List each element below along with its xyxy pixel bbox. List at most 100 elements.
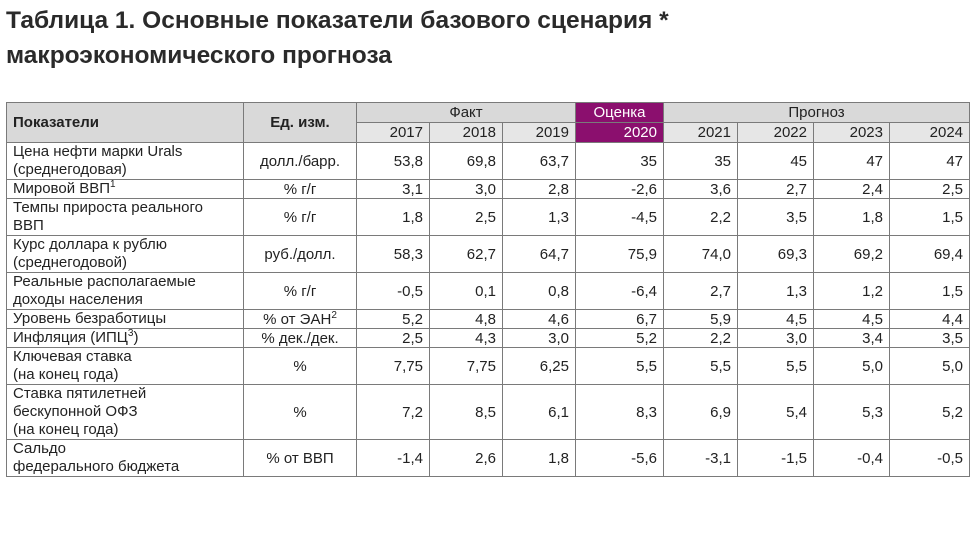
value-cell: -6,4: [575, 272, 664, 310]
indicator-header: Показатели: [6, 102, 244, 143]
value-cell: 47: [813, 142, 890, 180]
value-cell: -4,5: [575, 198, 664, 236]
indicator-line: Цена нефти марки Urals: [13, 143, 183, 161]
indicator-line: Курс доллара к рублю: [13, 236, 168, 254]
indicator-cell: Мировой ВВП1: [6, 179, 244, 199]
indicator-line: ВВП: [13, 217, 44, 234]
value-cell: 3,0: [502, 328, 576, 348]
indicator-line: Ключевая ставка: [13, 348, 132, 366]
unit-cell: долл./барр.: [243, 142, 357, 180]
value-cell: 5,5: [737, 347, 814, 385]
value-cell: 0,8: [502, 272, 576, 310]
unit-cell: руб./долл.: [243, 235, 357, 273]
footnote-mark: 1: [110, 179, 116, 190]
title-line-2: макроэкономического прогноза: [6, 42, 392, 69]
year-header: 2022: [737, 122, 814, 143]
value-cell: -0,5: [356, 272, 430, 310]
indicator-cell: Цена нефти марки Urals (среднегодовая): [6, 142, 244, 180]
forecast-table: Показатели Ед. изм. Факт Оценка Прогноз …: [6, 102, 971, 477]
value-cell: -0,5: [888, 439, 971, 477]
value-cell: 5,5: [663, 347, 738, 385]
unit-text: долл./барр.: [259, 152, 341, 170]
indicator-cell: Инфляция (ИПЦ3): [6, 328, 244, 348]
value-cell: 69,3: [737, 235, 814, 273]
group-fact-header: Факт: [356, 102, 576, 123]
value-cell: 64,7: [502, 235, 576, 273]
year-header: 2023: [813, 122, 890, 143]
value-cell: 0,1: [429, 272, 503, 310]
unit-text: % дек./дек.: [261, 329, 339, 347]
value-cell: 74,0: [663, 235, 738, 273]
indicator-line: Темпы прироста реального: [13, 199, 203, 217]
unit-text: % от ВВП: [266, 449, 334, 467]
value-cell: 69,8: [429, 142, 503, 180]
table-row: Инфляция (ИПЦ3)% дек./дек. 2,5 4,3 3,0 5,2 2,…: [6, 328, 971, 348]
unit-text: %: [293, 403, 307, 421]
table-row: Цена нефти марки Urals (среднегодовая) дол…: [6, 142, 971, 180]
table-row: Уровень безработицы% от ЭАН2 5,2 4,8 4,6 6,7…: [6, 309, 971, 329]
value-cell: 3,0: [429, 179, 503, 199]
value-cell: -1,5: [737, 439, 814, 477]
value-cell: 3,1: [356, 179, 430, 199]
value-cell: 3,5: [737, 198, 814, 236]
unit-text: %: [293, 357, 307, 375]
value-cell: 1,5: [888, 272, 971, 310]
indicator-line: (на конец года): [13, 421, 119, 438]
year-header: 2019: [502, 122, 576, 143]
indicator-line: Ставка пятилетней: [13, 385, 147, 403]
year-header-estimate: 2020: [575, 122, 664, 143]
indicator-cell: Сальдо федерального бюджета: [6, 439, 244, 477]
value-cell: 47: [888, 142, 971, 180]
title-line-1: Таблица 1. Основные показатели базового …: [6, 7, 669, 34]
page-title: Таблица 1. Основные показатели базового …: [6, 3, 966, 73]
indicator-line: доходы населения: [13, 291, 143, 308]
value-cell: -3,1: [663, 439, 738, 477]
indicator-line: Сальдо: [13, 440, 67, 458]
unit-text: руб./долл.: [264, 245, 336, 263]
unit-text: % г/г: [283, 208, 317, 226]
indicator-cell: Курс доллара к рублю (среднегодовой): [6, 235, 244, 273]
unit-cell: % г/г: [243, 198, 357, 236]
value-cell: 4,3: [429, 328, 503, 348]
value-cell: 3,4: [813, 328, 890, 348]
value-cell: 35: [575, 142, 664, 180]
value-cell: 35: [663, 142, 738, 180]
value-cell: 5,2: [575, 328, 664, 348]
value-cell: 1,3: [737, 272, 814, 310]
indicator-line: (среднегодовой): [13, 254, 127, 271]
value-cell: 7,2: [356, 384, 430, 440]
footnote-mark: 3: [127, 328, 134, 339]
unit-text: % г/г: [283, 180, 317, 198]
value-cell: 2,8: [502, 179, 576, 199]
indicator-cell: Темпы прироста реального ВВП: [6, 198, 244, 236]
year-header: 2021: [663, 122, 738, 143]
table-row: Сальдо федерального бюджета % от ВВП -1,4 2,…: [6, 439, 971, 477]
value-cell: 2,7: [663, 272, 738, 310]
value-cell: 69,4: [888, 235, 971, 273]
table-row: Мировой ВВП1 % г/г 3,1 3,0 2,8 -2,6 3,6 2,7 2,4 2…: [6, 179, 971, 199]
unit-cell: % дек./дек.: [243, 328, 357, 348]
value-cell: 62,7: [429, 235, 503, 273]
value-cell: 4,5: [813, 309, 890, 329]
value-cell: 4,4: [888, 309, 971, 329]
value-cell: -2,6: [575, 179, 664, 199]
value-cell: 6,7: [575, 309, 664, 329]
value-cell: 2,4: [813, 179, 890, 199]
value-cell: 3,6: [663, 179, 738, 199]
value-cell: 5,2: [356, 309, 430, 329]
value-cell: 4,8: [429, 309, 503, 329]
indicator-line: Мировой ВВП: [13, 180, 111, 198]
value-cell: 4,5: [737, 309, 814, 329]
value-cell: 2,7: [737, 179, 814, 199]
unit-cell: % г/г: [243, 272, 357, 310]
value-cell: 5,3: [813, 384, 890, 440]
value-cell: 5,0: [813, 347, 890, 385]
indicator-cell: Ключевая ставка (на конец года): [6, 347, 244, 385]
table-row: Реальные располагаемые доходы населения % …: [6, 272, 971, 310]
value-cell: 1,2: [813, 272, 890, 310]
table-row: Ставка пятилетней бескупонной ОФЗ (на коне…: [6, 384, 971, 440]
indicator-cell: Ставка пятилетней бескупонной ОФЗ (на коне…: [6, 384, 244, 440]
year-header: 2018: [429, 122, 503, 143]
value-cell: 3,0: [737, 328, 814, 348]
unit-text: % от ЭАН: [263, 310, 332, 328]
